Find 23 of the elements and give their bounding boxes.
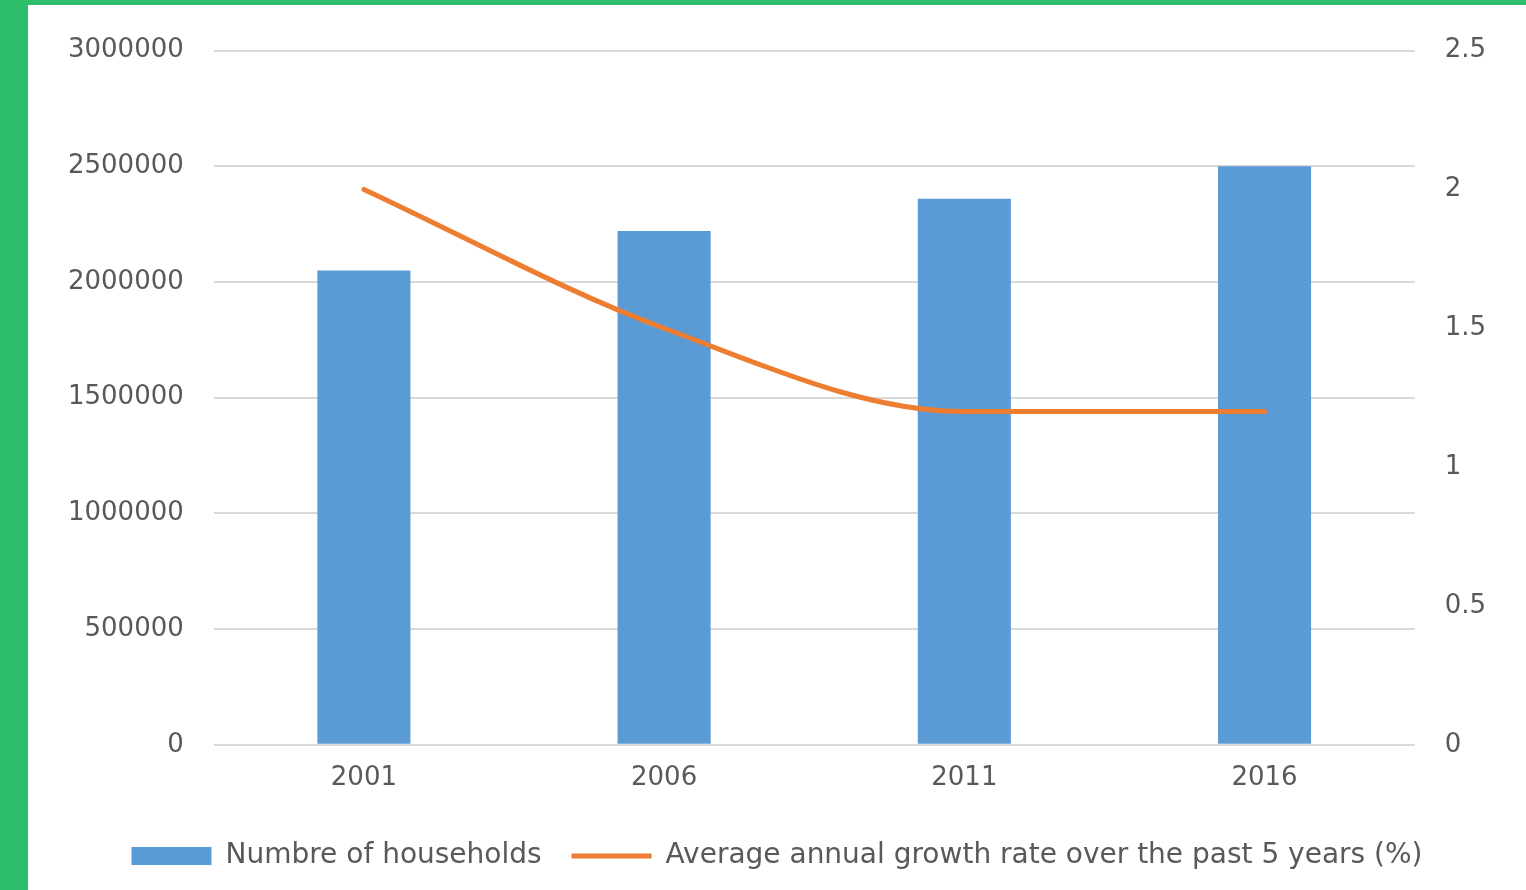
bar <box>317 270 411 744</box>
x-tick-label: 2016 <box>1231 761 1298 792</box>
legend-label: Average annual growth rate over the past 5 years (%) <box>665 837 1423 871</box>
bar <box>617 231 711 744</box>
y-tick-label: 2000000 <box>68 264 184 295</box>
x-tick-label: 2011 <box>931 761 998 792</box>
x-tick-label: 2001 <box>330 761 397 792</box>
y-tick-label: 0 <box>167 727 184 758</box>
bar <box>1218 166 1312 744</box>
y-tick-label: 1000000 <box>68 496 184 527</box>
y2-tick-label: 0 <box>1444 727 1462 758</box>
y2-tick-label: 2.5 <box>1444 33 1487 64</box>
y-tick-label: 500000 <box>84 611 184 642</box>
y2-tick-label: 1.5 <box>1444 311 1487 342</box>
y2-tick-label: 1 <box>1444 449 1462 480</box>
bar <box>917 198 1011 744</box>
legend-label: Numbre of households <box>225 837 542 871</box>
y-tick-label: 1500000 <box>68 380 184 411</box>
y-tick-label: 2500000 <box>68 149 184 180</box>
x-tick-label: 2006 <box>631 761 698 792</box>
y2-tick-label: 0.5 <box>1444 588 1487 619</box>
y-tick-label: 3000000 <box>68 33 184 64</box>
y2-tick-label: 2 <box>1444 172 1462 203</box>
